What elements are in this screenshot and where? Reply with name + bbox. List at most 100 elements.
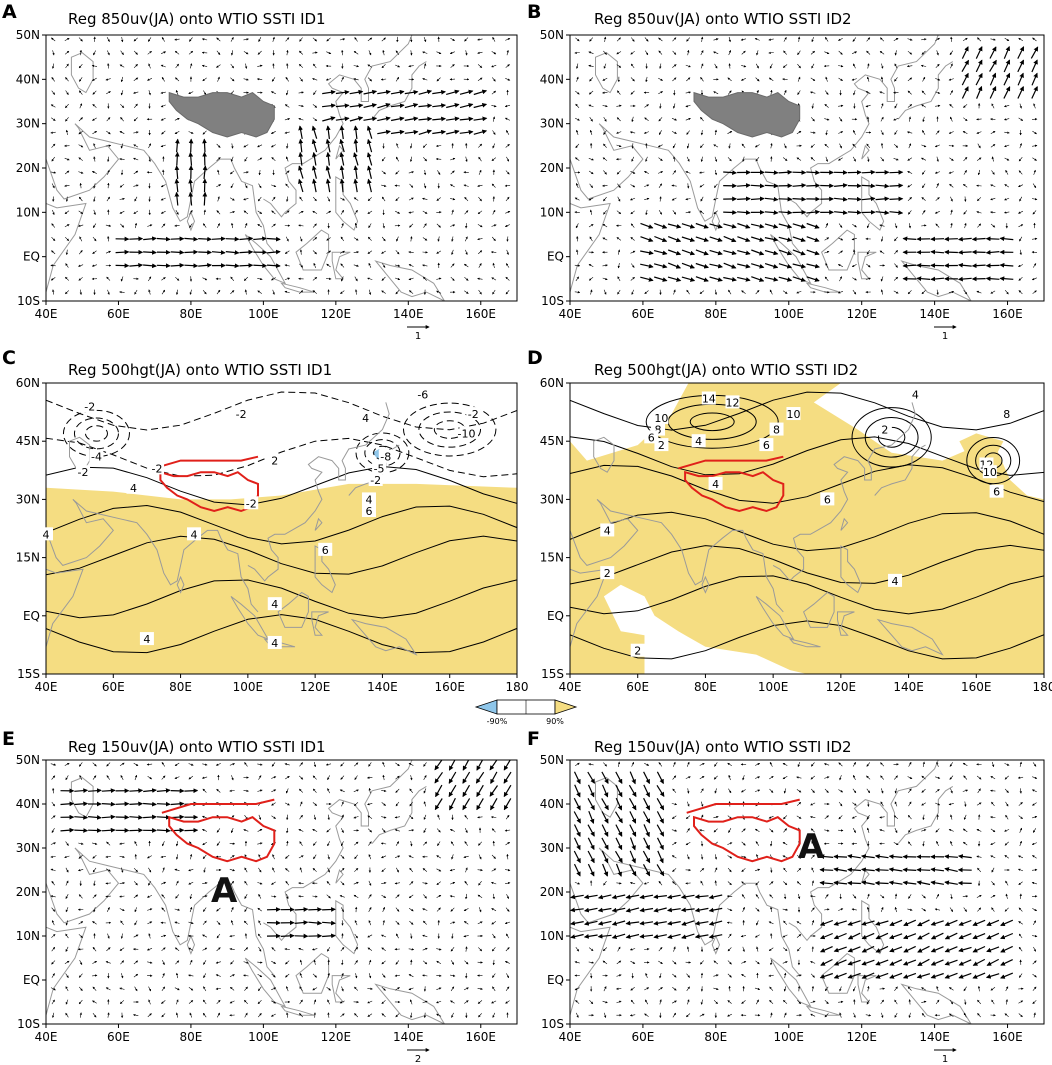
wind-vector [51,223,56,228]
wind-vector [92,236,97,242]
wind-vector [188,178,194,193]
wind-vector [65,276,70,281]
wind-vector [148,63,151,69]
wind-vector [285,170,290,175]
wind-vector [78,264,84,267]
wind-vector [202,277,208,281]
wind-vector [354,289,358,295]
wind-vector [335,103,350,109]
wind-vector [225,236,240,242]
wind-vector [51,117,56,121]
wind-vector [174,178,180,193]
wind-vector [216,157,221,162]
panel-letter: B [527,1,541,23]
wind-vector [298,64,304,68]
panel-letter: F [527,728,540,750]
wind-vector [189,209,193,215]
x-tick-label: 120E [826,680,857,694]
wind-vector [160,104,166,108]
wind-vector [395,76,400,82]
x-tick-label: 100E [758,680,789,694]
wind-vector [396,143,399,149]
wind-vector [52,50,55,56]
wind-vector [367,277,373,280]
x-tick-label: 100E [233,680,264,694]
wind-vector [253,236,267,242]
contour-label: -6 [417,389,428,402]
wind-vector [390,116,405,122]
wind-vector [64,170,70,175]
y-tick-label: EQ [547,250,564,264]
wind-vector [119,197,125,201]
wind-vector [175,63,179,69]
wind-vector [161,277,166,281]
wind-vector [175,210,179,215]
wind-vector [147,37,152,42]
wind-vector [723,210,737,215]
wind-vector [944,236,958,242]
contour-label: 2 [604,567,611,580]
wind-vector [201,38,208,41]
wind-vector [409,223,414,228]
wind-vector [143,236,157,242]
wind-vector [366,178,372,193]
wind-vector [271,277,276,281]
contour-label: -2 [152,462,163,475]
wind-vector [284,264,290,267]
wind-vector [230,222,234,229]
wind-vector [410,236,413,242]
wind-vector [313,90,317,96]
wind-vector [861,169,876,175]
wind-vector [312,290,317,294]
wind-vector [394,264,401,267]
x-tick-label: 60E [107,1030,130,1044]
wind-vector [91,171,97,174]
panel-title: Reg 850uv(JA) onto WTIO SSTI ID2 [594,10,852,28]
wind-vector [312,210,318,214]
contour-label: -4 [91,451,102,464]
wind-vector [174,138,180,153]
wind-vector [202,191,208,206]
wind-vector [298,138,304,153]
wind-vector [847,880,861,886]
wind-vector [381,64,386,69]
wind-vector [107,289,110,295]
coastline [147,154,275,253]
colorbar-positive-arrow [554,699,578,715]
y-tick-label: 10S [17,1017,40,1031]
wind-vector [847,210,862,215]
wind-vector [353,197,359,201]
contour-label: 4 [712,478,719,491]
wind-vector [395,170,400,175]
y-tick-label: 50N [540,28,564,42]
wind-vector [326,263,331,268]
wind-vector [267,249,281,255]
wind-vector [230,36,234,42]
y-tick-label: 10N [16,205,40,219]
y-tick-label: 10S [541,1017,564,1031]
wind-vector [311,165,317,179]
wind-vector [105,78,111,81]
panel-letter: C [2,347,16,369]
wind-vector [202,130,207,135]
wind-vector [422,51,428,54]
wind-vector [133,37,138,42]
wind-vector [120,223,125,228]
wind-vector [51,76,55,82]
wind-vector [270,144,276,148]
wind-vector [339,165,345,179]
contour-label: -10 [458,427,476,440]
wind-vector [160,117,166,121]
wind-vector [353,152,359,166]
wind-vector [847,196,862,202]
wind-vector [229,170,235,175]
wind-vector [341,276,344,282]
wind-vector [366,165,372,179]
map-area [46,760,517,1024]
wind-vector [202,165,208,179]
wind-vector [381,290,386,294]
wind-vector [285,236,289,242]
wind-vector [184,788,199,794]
wind-vector [778,196,793,202]
wind-vector [286,196,289,202]
